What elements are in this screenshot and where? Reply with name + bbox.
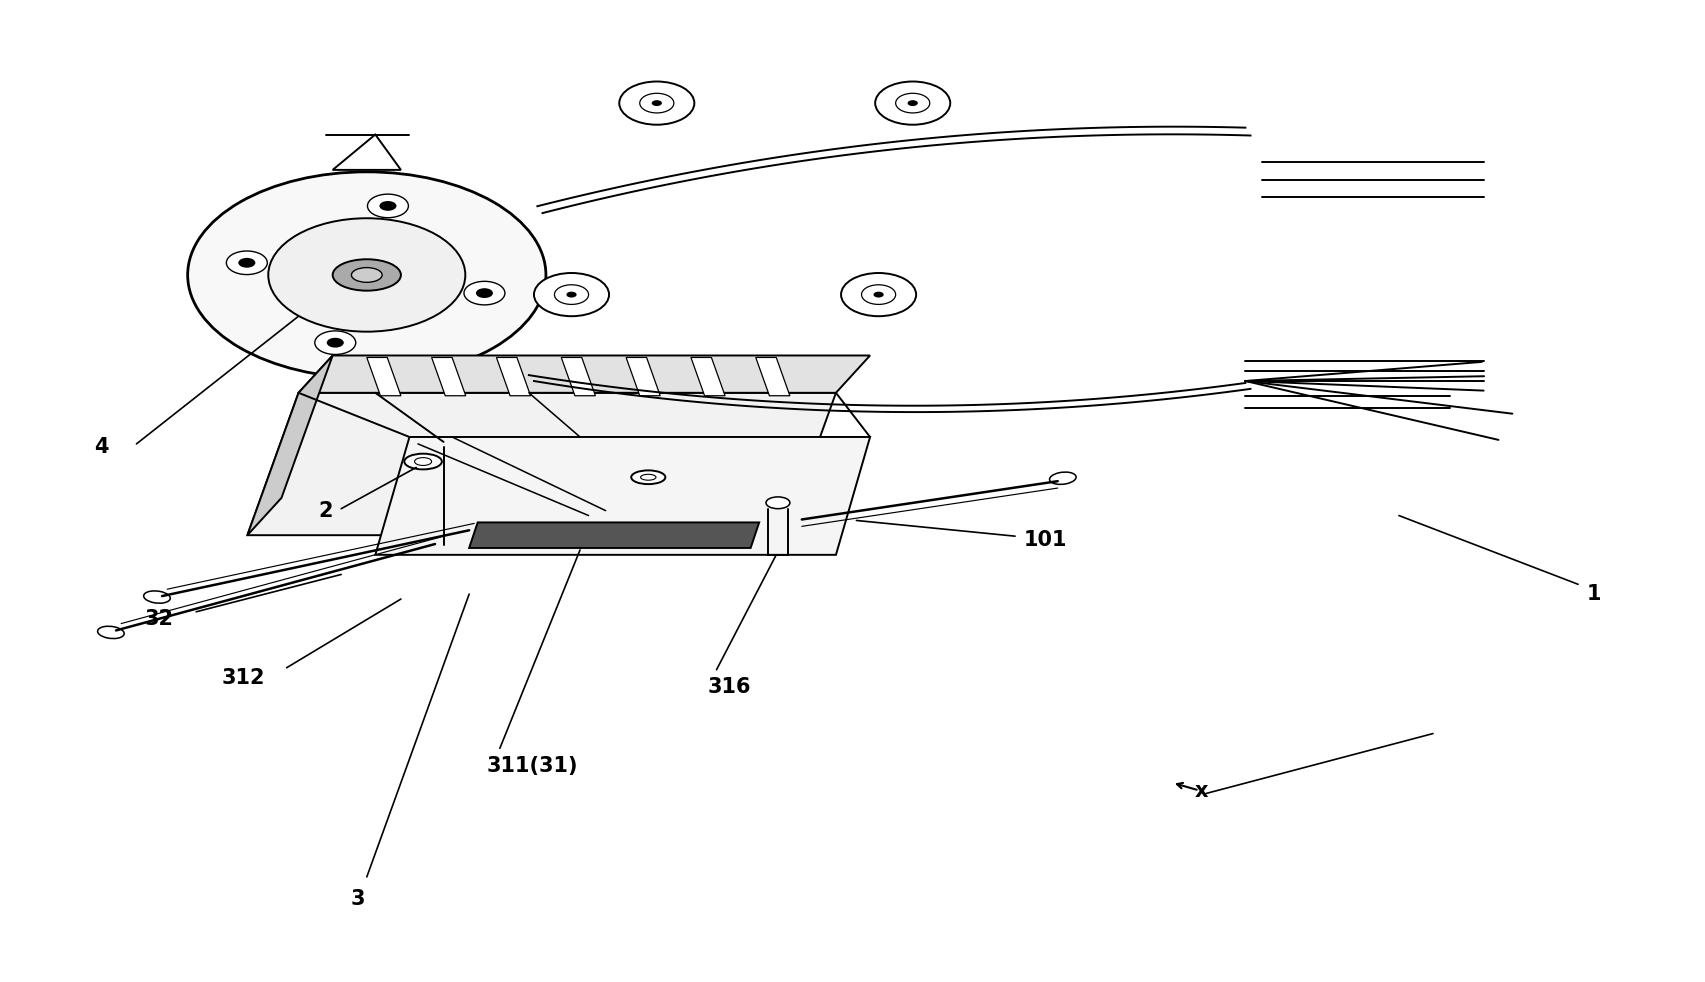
Circle shape	[268, 218, 465, 332]
Circle shape	[861, 285, 895, 304]
Circle shape	[239, 258, 256, 268]
Polygon shape	[691, 357, 725, 396]
Circle shape	[895, 93, 929, 113]
Circle shape	[873, 292, 883, 298]
Polygon shape	[247, 355, 332, 535]
Polygon shape	[298, 355, 870, 393]
Polygon shape	[247, 393, 835, 535]
Polygon shape	[431, 357, 465, 396]
Ellipse shape	[97, 627, 124, 638]
Circle shape	[188, 172, 546, 378]
Ellipse shape	[631, 470, 665, 484]
Ellipse shape	[143, 591, 170, 603]
Circle shape	[534, 273, 609, 316]
Polygon shape	[755, 357, 789, 396]
Polygon shape	[496, 357, 530, 396]
Text: 4: 4	[94, 437, 107, 457]
Text: 311(31): 311(31)	[486, 756, 578, 776]
Text: 1: 1	[1586, 584, 1599, 604]
Circle shape	[464, 281, 505, 304]
Circle shape	[379, 201, 396, 211]
Text: 312: 312	[222, 668, 264, 687]
Circle shape	[651, 100, 662, 106]
Ellipse shape	[404, 454, 442, 469]
Circle shape	[875, 82, 950, 125]
Text: x: x	[1194, 781, 1207, 800]
Circle shape	[476, 288, 493, 298]
Text: 3: 3	[351, 889, 365, 908]
Circle shape	[227, 251, 268, 275]
Circle shape	[639, 93, 673, 113]
Ellipse shape	[1049, 472, 1076, 484]
Ellipse shape	[766, 497, 789, 509]
Polygon shape	[367, 357, 401, 396]
Circle shape	[367, 194, 407, 218]
Polygon shape	[375, 437, 870, 555]
Circle shape	[327, 338, 344, 348]
Text: 101: 101	[1023, 530, 1066, 550]
Polygon shape	[469, 522, 759, 548]
Polygon shape	[626, 357, 660, 396]
Circle shape	[619, 82, 694, 125]
Circle shape	[841, 273, 916, 316]
Polygon shape	[561, 357, 595, 396]
Circle shape	[554, 285, 588, 304]
Circle shape	[566, 292, 576, 298]
Circle shape	[907, 100, 917, 106]
Circle shape	[315, 331, 356, 355]
Text: 316: 316	[708, 678, 750, 697]
Ellipse shape	[351, 268, 382, 283]
Text: 2: 2	[319, 501, 332, 520]
Text: 32: 32	[145, 609, 174, 628]
Ellipse shape	[332, 259, 401, 291]
